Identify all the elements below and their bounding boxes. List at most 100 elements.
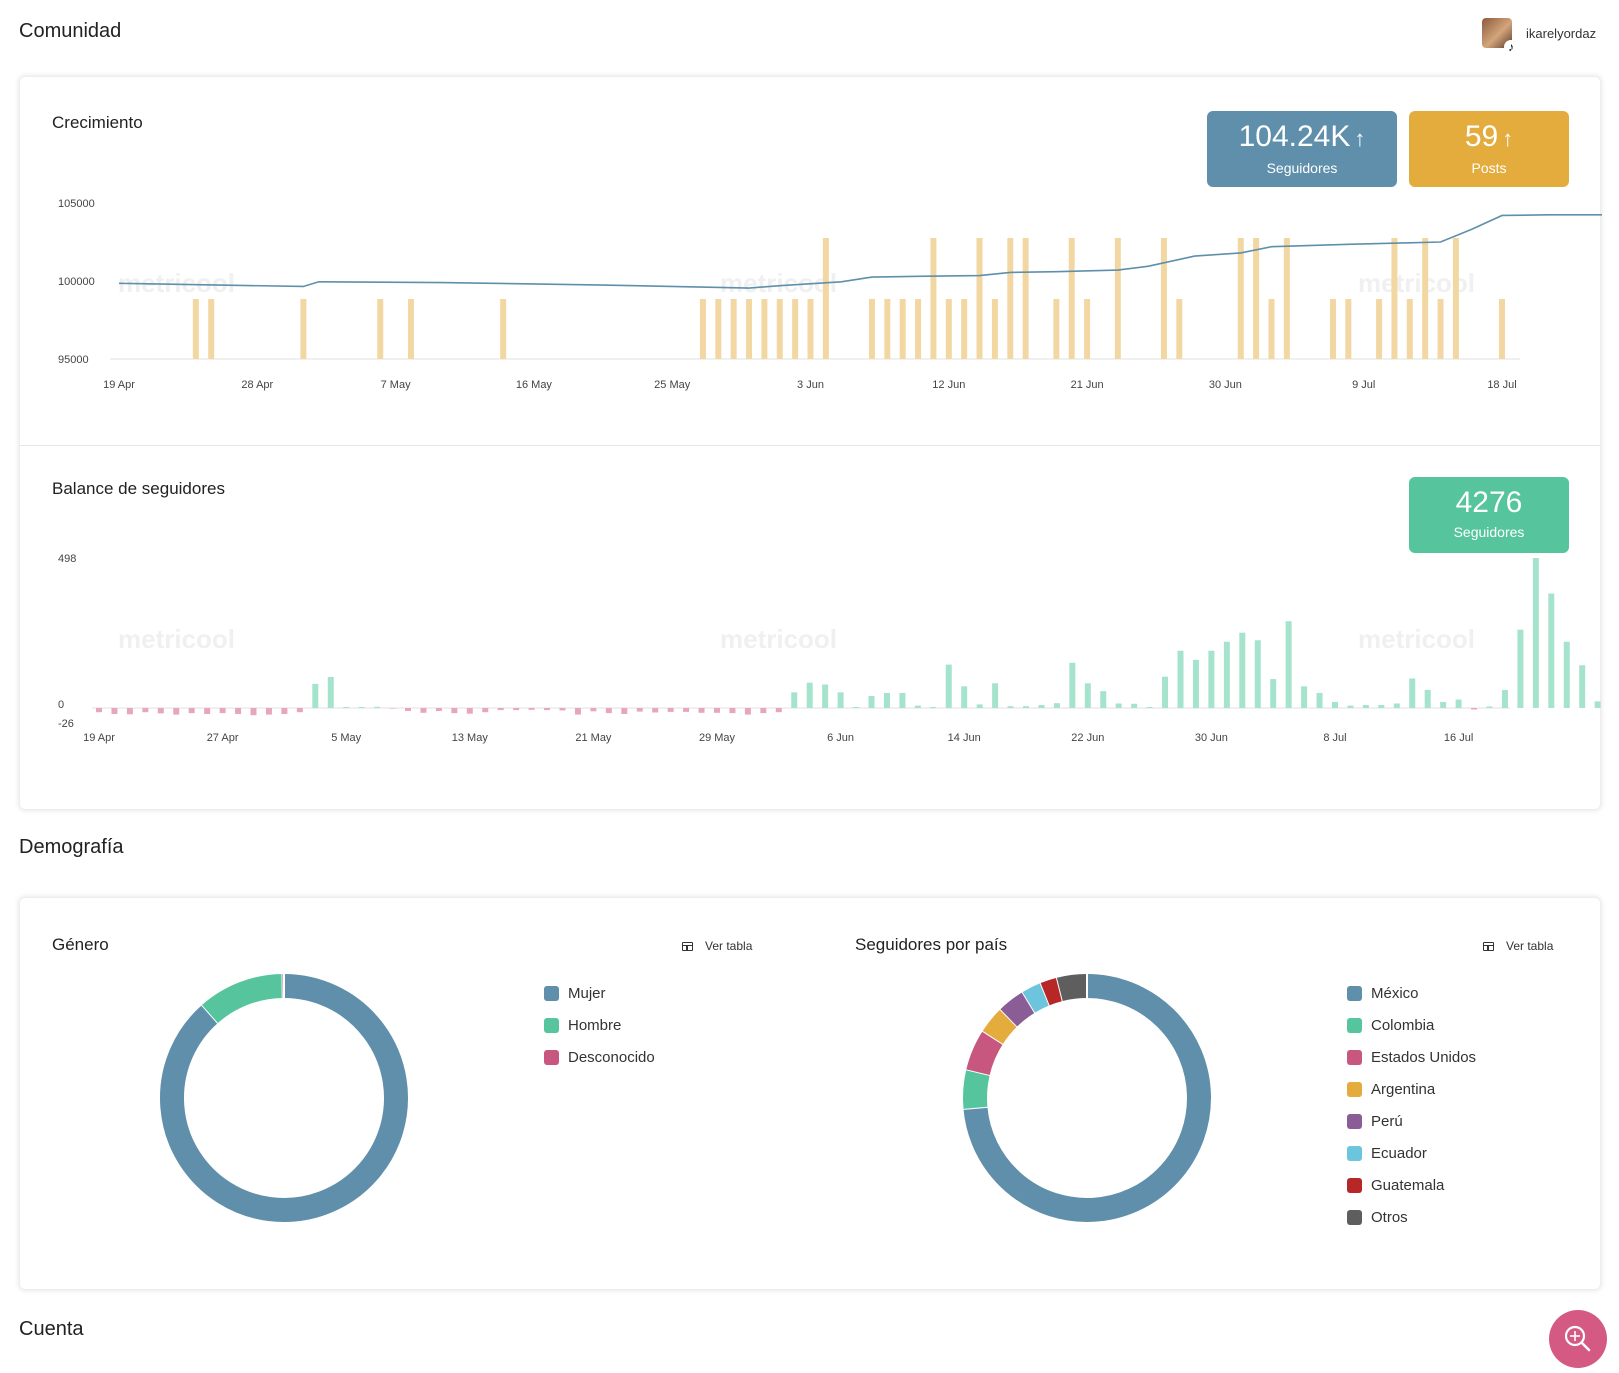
posts-bar <box>884 299 890 359</box>
balance-bar <box>266 708 272 715</box>
balance-kpi-label: Seguidores <box>1409 523 1569 541</box>
balance-bar <box>111 708 117 714</box>
balance-bar <box>374 707 380 708</box>
posts-bar <box>1069 238 1075 359</box>
followers-kpi-label: Seguidores <box>1207 159 1397 177</box>
posts-bar <box>761 299 767 359</box>
x-tick-label: 5 May <box>331 732 361 744</box>
posts-bar <box>1284 238 1290 359</box>
balance-bar <box>544 708 550 710</box>
legend-item[interactable]: Perú <box>1347 1105 1476 1137</box>
balance-bar <box>560 708 566 710</box>
balance-bar <box>1147 707 1153 708</box>
legend-item[interactable]: Ecuador <box>1347 1137 1476 1169</box>
ver-tabla-label: Ver tabla <box>1506 939 1553 953</box>
x-tick-label: 16 May <box>516 379 553 391</box>
balance-bar <box>1069 663 1075 708</box>
posts-bar <box>1499 299 1505 359</box>
balance-bar <box>1116 703 1122 708</box>
balance-bar <box>127 708 133 714</box>
country-donut-chart <box>957 968 1217 1228</box>
posts-bar <box>408 299 414 359</box>
slice-guatemala <box>1045 989 1060 994</box>
search-analytics-button[interactable] <box>1549 1310 1607 1368</box>
posts-bar <box>1269 299 1275 359</box>
balance-bar <box>1471 708 1477 710</box>
balance-bar <box>1533 558 1539 708</box>
posts-bar <box>1023 238 1029 359</box>
legend-swatch <box>1347 1210 1362 1225</box>
legend-item[interactable]: Argentina <box>1347 1073 1476 1105</box>
balance-bar <box>1038 705 1044 708</box>
posts-bar <box>900 299 906 359</box>
balance-bar <box>1517 630 1523 708</box>
account-selector[interactable]: ♪ ikarelyordaz <box>1482 18 1596 48</box>
posts-bar <box>1176 299 1182 359</box>
x-tick-label: 19 Apr <box>103 379 135 391</box>
gender-ver-tabla-button[interactable]: Ver tabla <box>682 939 752 953</box>
balance-bar <box>745 708 751 715</box>
legend-item[interactable]: Mujer <box>544 977 655 1009</box>
balance-bar <box>312 684 318 708</box>
balance-bar <box>189 708 195 713</box>
balance-bar <box>637 708 643 712</box>
posts-bar <box>715 299 721 359</box>
followers-kpi: 104.24K↑ Seguidores <box>1207 111 1397 187</box>
x-tick-label: 13 May <box>452 732 489 744</box>
legend-label: Desconocido <box>568 1049 655 1066</box>
y-tick-label: -26 <box>58 718 74 730</box>
legend-item[interactable]: México <box>1347 977 1476 1009</box>
slice-perú <box>1009 1002 1029 1017</box>
balance-bar <box>96 708 102 712</box>
balance-bar <box>791 692 797 708</box>
balance-bar <box>853 707 859 708</box>
x-tick-label: 7 May <box>381 379 411 391</box>
posts-bar <box>731 299 737 359</box>
balance-bar <box>822 685 828 708</box>
balance-bar <box>1193 660 1199 708</box>
balance-bar <box>204 708 210 714</box>
legend-item[interactable]: Colombia <box>1347 1009 1476 1041</box>
posts-bar <box>777 299 783 359</box>
legend-label: Argentina <box>1371 1081 1435 1098</box>
legend-item[interactable]: Desconocido <box>544 1041 655 1073</box>
legend-label: Guatemala <box>1371 1177 1444 1194</box>
legend-swatch <box>1347 1018 1362 1033</box>
y-tick-label: 100000 <box>58 276 95 288</box>
legend-label: Mujer <box>568 985 606 1002</box>
legend-swatch <box>1347 1178 1362 1193</box>
legend-item[interactable]: Estados Unidos <box>1347 1041 1476 1073</box>
y-tick-label: 95000 <box>58 354 89 366</box>
posts-bar <box>1422 238 1428 359</box>
arrow-up-icon: ↑ <box>1502 126 1513 151</box>
balance-title: Balance de seguidores <box>52 479 225 499</box>
legend-item[interactable]: Hombre <box>544 1009 655 1041</box>
posts-kpi-label: Posts <box>1409 159 1569 177</box>
legend-item[interactable]: Guatemala <box>1347 1169 1476 1201</box>
watermark: metricool <box>720 624 837 654</box>
y-tick-label: 498 <box>58 553 76 565</box>
arrow-up-icon: ↑ <box>1354 126 1365 151</box>
x-tick-label: 27 Apr <box>207 732 239 744</box>
legend-label: Hombre <box>568 1017 621 1034</box>
x-tick-label: 9 Jul <box>1352 379 1375 391</box>
legend-swatch <box>1347 1082 1362 1097</box>
country-ver-tabla-button[interactable]: Ver tabla <box>1483 939 1553 953</box>
x-tick-label: 21 Jun <box>1071 379 1104 391</box>
posts-bar <box>1407 299 1413 359</box>
x-tick-label: 28 Apr <box>241 379 273 391</box>
posts-bar <box>500 299 506 359</box>
balance-bar <box>1131 704 1137 708</box>
balance-bar <box>1085 683 1091 708</box>
x-tick-label: 19 Apr <box>83 732 115 744</box>
watermark: metricool <box>1358 624 1475 654</box>
balance-bar <box>1239 633 1245 708</box>
balance-bar <box>606 708 612 713</box>
x-tick-label: 30 Jun <box>1209 379 1242 391</box>
legend-item[interactable]: Otros <box>1347 1201 1476 1233</box>
legend-label: Otros <box>1371 1209 1408 1226</box>
posts-bar <box>1115 238 1121 359</box>
x-tick-label: 14 Jun <box>948 732 981 744</box>
balance-bar <box>729 708 735 713</box>
